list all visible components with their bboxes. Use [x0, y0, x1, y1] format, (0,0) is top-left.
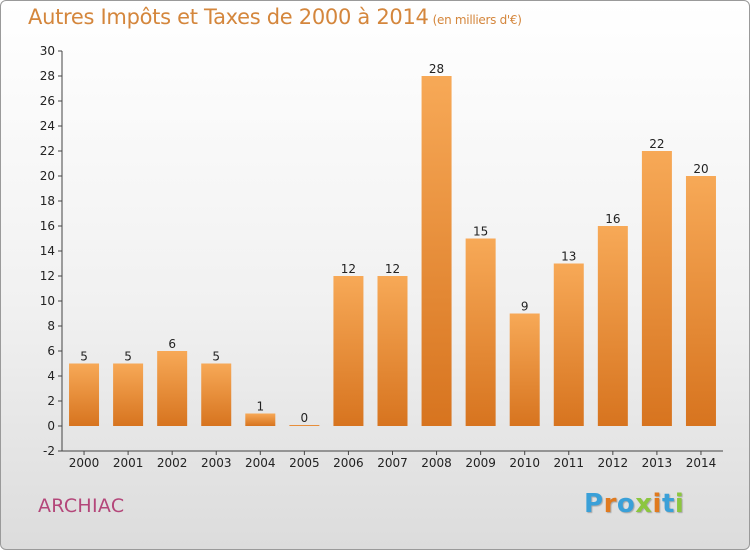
x-tick-label: 2008 — [421, 456, 452, 470]
y-tick-label: 28 — [40, 69, 55, 83]
data-label: 15 — [473, 225, 488, 239]
y-tick-label: 12 — [40, 269, 55, 283]
y-tick-label: 14 — [40, 244, 55, 258]
data-label: 20 — [693, 162, 708, 176]
y-tick-label: 18 — [40, 194, 55, 208]
proxiti-logo: Proxiti — [584, 489, 684, 519]
bar — [69, 363, 100, 426]
data-label: 1 — [256, 400, 264, 414]
data-label: 13 — [561, 250, 576, 264]
data-label: 6 — [168, 337, 176, 351]
x-tick-label: 2014 — [686, 456, 717, 470]
logo-letter: i — [652, 489, 662, 519]
logo-letter: o — [616, 489, 636, 519]
bar — [157, 351, 188, 426]
data-label: 28 — [429, 62, 444, 76]
x-tick-label: 2009 — [465, 456, 496, 470]
bar — [509, 313, 540, 426]
bar — [201, 363, 232, 426]
bar — [421, 76, 452, 426]
data-label: 5 — [124, 350, 132, 364]
y-tick-label: 0 — [47, 419, 55, 433]
x-tick-label: 2002 — [157, 456, 188, 470]
bar — [641, 151, 672, 426]
data-label: 16 — [605, 212, 620, 226]
x-tick-label: 2011 — [553, 456, 584, 470]
y-tick-label: -2 — [43, 444, 55, 458]
y-tick-label: 2 — [47, 394, 55, 408]
bar — [465, 238, 496, 426]
logo-letter: P — [584, 489, 604, 519]
y-tick-label: 4 — [47, 369, 55, 383]
data-label: 22 — [649, 137, 664, 151]
data-label: 9 — [521, 300, 529, 314]
x-tick-label: 2010 — [509, 456, 540, 470]
data-label: 12 — [341, 262, 356, 276]
bar — [553, 263, 584, 426]
logo-letter: i — [674, 489, 685, 519]
x-tick-label: 2000 — [69, 456, 100, 470]
x-tick-label: 2001 — [113, 456, 144, 470]
data-label: 0 — [301, 411, 309, 425]
y-tick-label: 20 — [40, 169, 55, 183]
x-tick-label: 2004 — [245, 456, 276, 470]
data-label: 12 — [385, 262, 400, 276]
x-tick-label: 2007 — [377, 456, 408, 470]
x-tick-label: 2006 — [333, 456, 364, 470]
y-tick-label: 30 — [40, 44, 55, 58]
bar — [333, 276, 364, 426]
y-tick-label: 8 — [47, 319, 55, 333]
data-label: 5 — [212, 350, 220, 364]
x-tick-label: 2012 — [598, 456, 629, 470]
commune-name: ARCHIAC — [38, 495, 125, 517]
y-tick-label: 22 — [40, 144, 55, 158]
y-tick-label: 24 — [40, 119, 55, 133]
y-tick-label: 26 — [40, 94, 55, 108]
y-tick-label: 16 — [40, 219, 55, 233]
x-tick-label: 2013 — [642, 456, 673, 470]
chart-title: Autres Impôts et Taxes de 2000 à 2014 (en… — [28, 5, 522, 29]
bar — [245, 413, 276, 426]
logo-letter: t — [661, 489, 675, 519]
chart-title-text: Autres Impôts et Taxes de 2000 à 2014 — [28, 5, 429, 29]
x-tick-label: 2005 — [289, 456, 320, 470]
bar — [377, 276, 408, 426]
x-tick-label: 2003 — [201, 456, 232, 470]
data-label: 5 — [80, 350, 88, 364]
bar — [597, 226, 628, 426]
bar — [113, 363, 144, 426]
y-tick-label: 10 — [40, 294, 55, 308]
bar — [685, 176, 716, 426]
logo-letter: r — [603, 489, 617, 519]
logo-letter: x — [635, 489, 653, 519]
bar — [289, 425, 320, 426]
y-tick-label: 6 — [47, 344, 55, 358]
chart-unit: (en milliers d'€) — [432, 13, 522, 27]
